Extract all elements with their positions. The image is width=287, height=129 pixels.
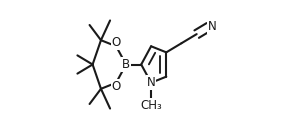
Text: B: B [122,58,130,71]
Text: N: N [147,76,156,89]
Text: O: O [112,36,121,49]
Text: O: O [112,80,121,93]
Text: CH₃: CH₃ [140,99,162,112]
Text: N: N [208,20,217,33]
